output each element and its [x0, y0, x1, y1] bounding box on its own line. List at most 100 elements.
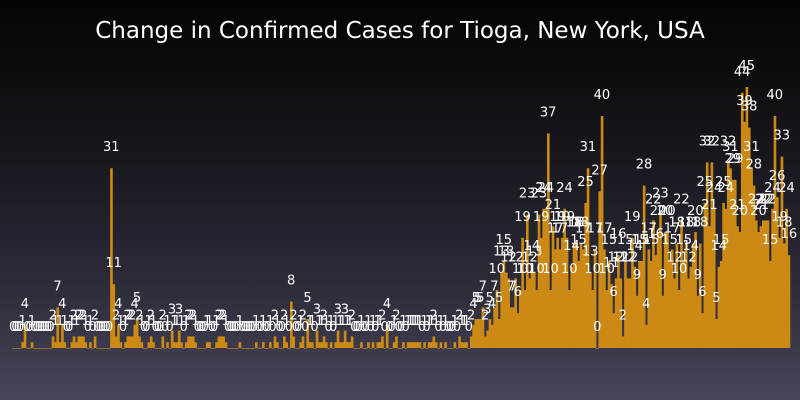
bar-295 — [701, 313, 704, 348]
data-label-164: 2 — [392, 308, 400, 323]
bar-298 — [708, 226, 711, 348]
data-label-151: 0 — [362, 320, 370, 335]
bar-221 — [528, 278, 531, 348]
bar-232 — [554, 249, 557, 348]
data-label-293: 9 — [694, 268, 702, 283]
data-label-89: 2 — [217, 308, 225, 323]
data-label-176: 1 — [420, 314, 428, 329]
bar-273 — [649, 261, 653, 348]
bar-222 — [530, 266, 534, 348]
bar-219 — [523, 290, 527, 348]
data-label-279: 20 — [657, 204, 674, 219]
data-label-275: 16 — [647, 227, 664, 242]
bar-60 — [152, 342, 155, 348]
bar-99 — [243, 348, 246, 349]
data-label-331: 24 — [778, 181, 795, 196]
data-label-138: 1 — [331, 314, 339, 329]
data-label-105: 0 — [254, 320, 262, 335]
bar-132 — [320, 342, 324, 348]
bar-69 — [173, 342, 176, 348]
bar-90 — [222, 336, 225, 348]
bar-54 — [138, 336, 141, 348]
data-label-69: 1 — [170, 314, 178, 329]
bar-30 — [82, 336, 85, 348]
data-label-267: 9 — [633, 268, 641, 283]
data-label-308: 29 — [724, 152, 741, 167]
data-label-28: 2 — [74, 308, 82, 323]
data-label-65: 0 — [161, 320, 169, 335]
bar-325 — [771, 208, 774, 348]
bar-200 — [479, 319, 482, 348]
bar-61 — [154, 348, 158, 349]
bar-44 — [114, 336, 118, 348]
bar-321 — [761, 220, 765, 348]
bar-117 — [285, 342, 288, 348]
bar-309 — [733, 179, 737, 348]
data-label-261: 2 — [619, 308, 627, 323]
data-label-67: 0 — [166, 320, 174, 335]
data-label-68: 3 — [168, 303, 176, 318]
data-label-248: 10 — [584, 262, 601, 277]
bar-175 — [420, 348, 424, 349]
data-label-286: 22 — [673, 192, 690, 207]
bar-229 — [547, 133, 550, 348]
bar-157 — [378, 342, 382, 348]
data-label-198: 5 — [472, 291, 480, 306]
bar-291 — [691, 243, 695, 348]
chart-title: Change in Confirmed Cases for Tioga, New… — [95, 18, 705, 44]
bar-63 — [159, 348, 162, 349]
bar-202 — [483, 336, 487, 348]
bar-288 — [684, 243, 688, 348]
bar-220 — [525, 214, 529, 348]
bar-305 — [724, 208, 728, 348]
bar-series — [12, 87, 791, 349]
data-label-174: 1 — [416, 314, 424, 329]
data-label-64: 2 — [159, 308, 167, 323]
bar-46 — [119, 342, 123, 348]
data-label-133: 2 — [320, 308, 328, 323]
data-label-76: 2 — [187, 308, 195, 323]
data-label-155: 0 — [371, 320, 379, 335]
data-label-274: 22 — [645, 192, 662, 207]
bar-193 — [462, 342, 466, 348]
data-label-143: 1 — [343, 314, 351, 329]
bar-279 — [663, 232, 667, 348]
data-label-165: 0 — [395, 320, 403, 335]
data-label-179: 1 — [427, 314, 435, 329]
data-label-series: 0000140010000000021714100121222101020000… — [9, 59, 797, 335]
data-label-108: 0 — [261, 320, 269, 335]
bar-57 — [145, 348, 148, 349]
bar-95 — [233, 348, 237, 349]
bar-28 — [77, 336, 81, 348]
bar-78 — [194, 342, 197, 348]
bar-302 — [717, 266, 721, 348]
data-label-80: 0 — [196, 320, 204, 335]
bar-146 — [353, 348, 356, 349]
data-label-141: 1 — [338, 314, 346, 329]
bar-122 — [297, 348, 300, 349]
bar-40 — [105, 348, 109, 349]
bar-275 — [654, 255, 658, 348]
data-label-277: 23 — [652, 187, 669, 202]
data-label-235: 19 — [554, 210, 571, 225]
data-label-140: 1 — [336, 314, 344, 329]
bar-258 — [614, 278, 618, 348]
data-label-320: 21 — [753, 198, 770, 213]
bar-216 — [516, 313, 520, 348]
data-label-234: 17 — [552, 221, 569, 236]
bar-160 — [385, 324, 389, 348]
data-label-167: 1 — [399, 314, 407, 329]
data-label-264: 12 — [622, 250, 639, 265]
bar-150 — [362, 348, 366, 349]
bar-259 — [617, 255, 620, 348]
bar-56 — [142, 348, 146, 349]
bar-1 — [14, 348, 17, 349]
bar-133 — [322, 336, 326, 348]
bar-129 — [313, 348, 317, 349]
data-label-51: 2 — [128, 308, 136, 323]
data-label-130: 3 — [313, 303, 321, 318]
data-label-20: 1 — [56, 314, 64, 329]
data-label-236: 24 — [556, 181, 573, 196]
bar-21 — [61, 324, 64, 348]
data-label-182: 0 — [434, 320, 442, 335]
